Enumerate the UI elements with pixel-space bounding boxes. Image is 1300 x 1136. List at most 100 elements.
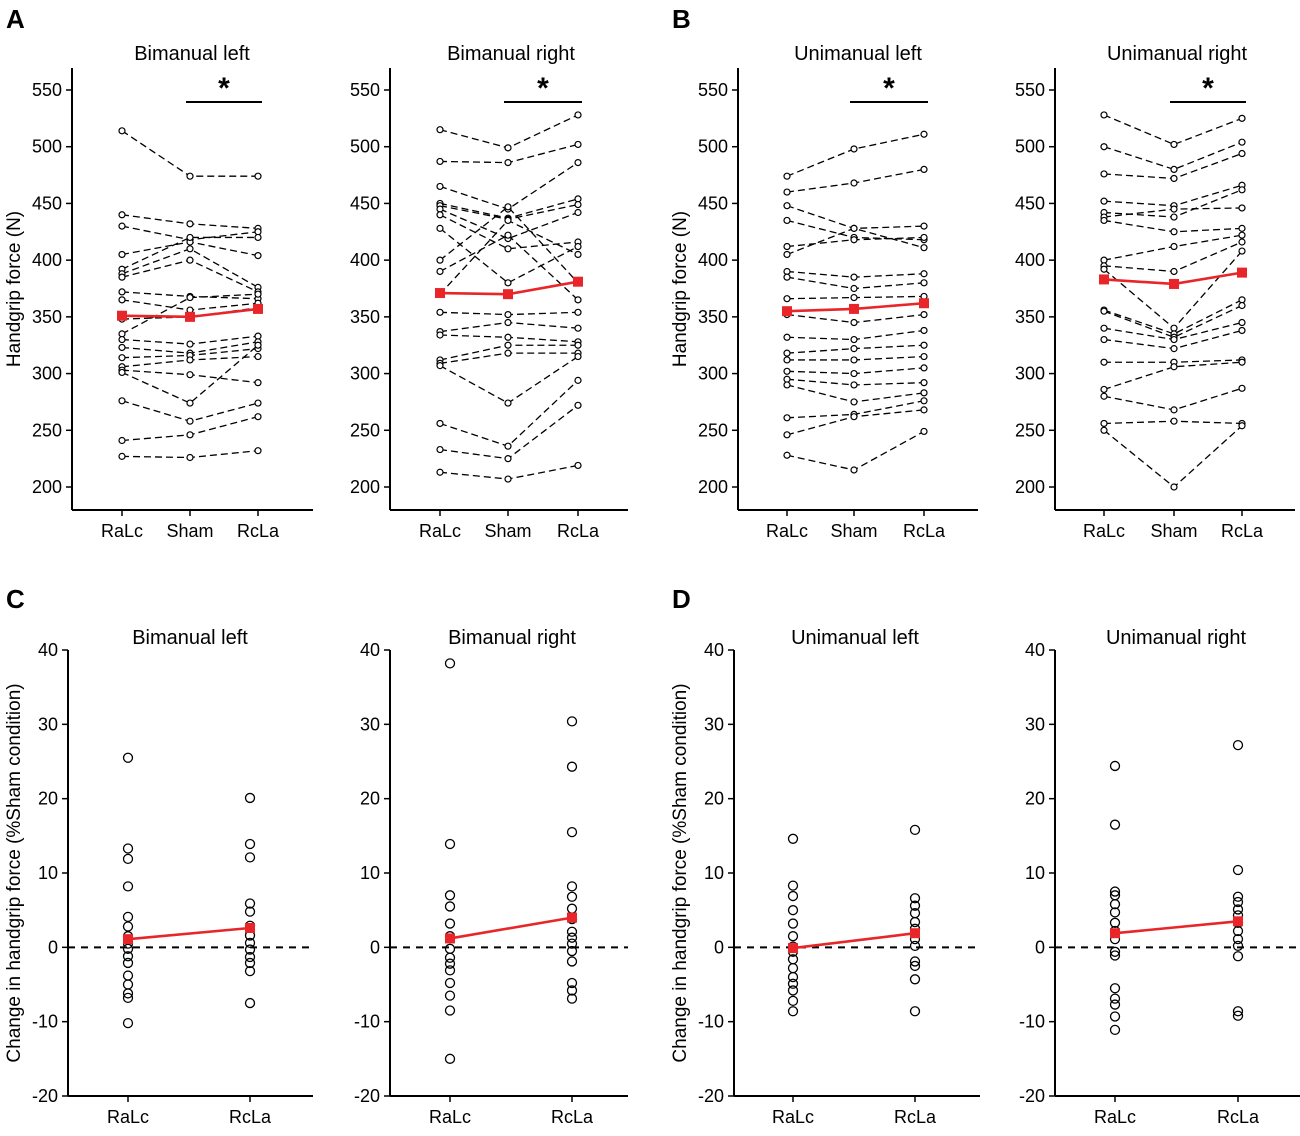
subject-line bbox=[439, 379, 579, 447]
subject-point bbox=[186, 245, 194, 253]
subject-point bbox=[504, 341, 512, 349]
data-point bbox=[787, 962, 799, 974]
data-point bbox=[444, 952, 456, 963]
subject-point bbox=[1100, 170, 1108, 178]
subject-point bbox=[850, 335, 858, 344]
subject-point bbox=[920, 233, 928, 242]
data-point bbox=[787, 918, 799, 929]
subject-point bbox=[436, 331, 444, 339]
subject-point bbox=[118, 296, 126, 304]
y-tick-label: 500 bbox=[1015, 137, 1045, 157]
subject-point bbox=[1238, 224, 1246, 232]
data-point bbox=[444, 838, 456, 850]
mean-marker bbox=[910, 928, 920, 939]
mean-marker bbox=[1237, 267, 1247, 278]
subject-point bbox=[920, 130, 928, 138]
subject-point bbox=[118, 127, 126, 135]
subject-point bbox=[574, 376, 582, 384]
subject-point bbox=[504, 158, 512, 167]
subject-point bbox=[436, 267, 444, 276]
subject-point bbox=[574, 242, 582, 251]
significance-star: * bbox=[883, 72, 895, 105]
mean-marker bbox=[503, 289, 513, 300]
subject-point bbox=[783, 333, 791, 341]
data-point bbox=[444, 977, 456, 989]
subject-point bbox=[1238, 114, 1246, 122]
subject-point bbox=[1238, 231, 1246, 239]
subject-point bbox=[850, 284, 858, 293]
data-point bbox=[122, 911, 134, 923]
significance-star: * bbox=[218, 72, 230, 105]
y-tick-label: 40 bbox=[360, 640, 380, 660]
data-point bbox=[122, 1018, 134, 1029]
data-point bbox=[1109, 1011, 1121, 1022]
subject-point bbox=[783, 172, 791, 180]
data-point bbox=[444, 990, 456, 1001]
subject-point bbox=[186, 399, 194, 407]
data-point bbox=[909, 900, 921, 911]
subject-point bbox=[118, 354, 126, 362]
subject-point bbox=[1170, 406, 1178, 414]
data-point bbox=[1109, 1024, 1121, 1035]
data-point bbox=[244, 838, 256, 850]
data-point bbox=[787, 880, 799, 891]
y-axis-label: Change in handgrip force (%Sham conditio… bbox=[4, 683, 25, 1062]
subject-point bbox=[504, 442, 512, 450]
mean-marker bbox=[245, 923, 255, 934]
subject-point bbox=[1170, 363, 1178, 371]
data-point bbox=[1232, 925, 1244, 937]
x-category-label: Sham bbox=[166, 521, 213, 541]
subject-point bbox=[504, 216, 512, 225]
panel-letter-a: A bbox=[6, 4, 25, 34]
data-point bbox=[1109, 760, 1121, 772]
y-tick-label: -20 bbox=[354, 1086, 380, 1106]
significance-star: * bbox=[537, 72, 549, 105]
data-point bbox=[566, 977, 578, 989]
subject-point bbox=[1238, 149, 1246, 158]
panel-letter-d: D bbox=[672, 584, 691, 614]
chart-A-right: Bimanual right 200 250 300 350 400 450 500 550 Ra… bbox=[350, 43, 628, 541]
y-tick-label: 10 bbox=[38, 863, 58, 883]
data-point bbox=[1109, 899, 1121, 910]
subject-point bbox=[850, 179, 858, 187]
subject-point bbox=[436, 362, 444, 370]
subject-point bbox=[254, 352, 262, 361]
subject-point bbox=[1238, 358, 1246, 366]
subject-point bbox=[1100, 265, 1108, 273]
x-category-label: RcLa bbox=[551, 1107, 594, 1127]
subject-point bbox=[186, 453, 194, 462]
subject-line bbox=[439, 404, 579, 460]
data-point bbox=[444, 965, 456, 976]
y-tick-label: 350 bbox=[32, 307, 62, 327]
subject-point bbox=[920, 165, 928, 173]
mean-line bbox=[127, 926, 251, 941]
subject-point bbox=[1238, 422, 1246, 430]
y-tick-label: -20 bbox=[1019, 1086, 1045, 1106]
subject-point bbox=[920, 427, 928, 436]
subject-point bbox=[920, 270, 928, 278]
y-tick-label: 10 bbox=[360, 863, 380, 883]
subject-point bbox=[1170, 205, 1178, 213]
subject-point bbox=[920, 352, 928, 361]
subject-point bbox=[504, 310, 512, 319]
mean-marker bbox=[573, 276, 583, 287]
subplot-title: Unimanual right bbox=[1107, 43, 1248, 65]
data-point bbox=[444, 918, 456, 929]
data-point bbox=[566, 826, 578, 838]
subject-point bbox=[574, 324, 582, 332]
y-tick-label: 500 bbox=[350, 137, 380, 157]
subject-line bbox=[786, 205, 925, 230]
y-tick-label: 10 bbox=[704, 863, 724, 883]
subject-point bbox=[1100, 385, 1108, 394]
subject-point bbox=[436, 182, 444, 191]
subject-point bbox=[1238, 204, 1246, 212]
data-point bbox=[244, 957, 256, 969]
subject-point bbox=[436, 445, 444, 454]
x-category-label: RcLa bbox=[1217, 1107, 1260, 1127]
data-point bbox=[1109, 950, 1121, 961]
mean-marker bbox=[435, 288, 445, 299]
y-tick-label: 200 bbox=[32, 477, 62, 497]
data-point bbox=[566, 993, 578, 1004]
data-point bbox=[787, 995, 799, 1007]
